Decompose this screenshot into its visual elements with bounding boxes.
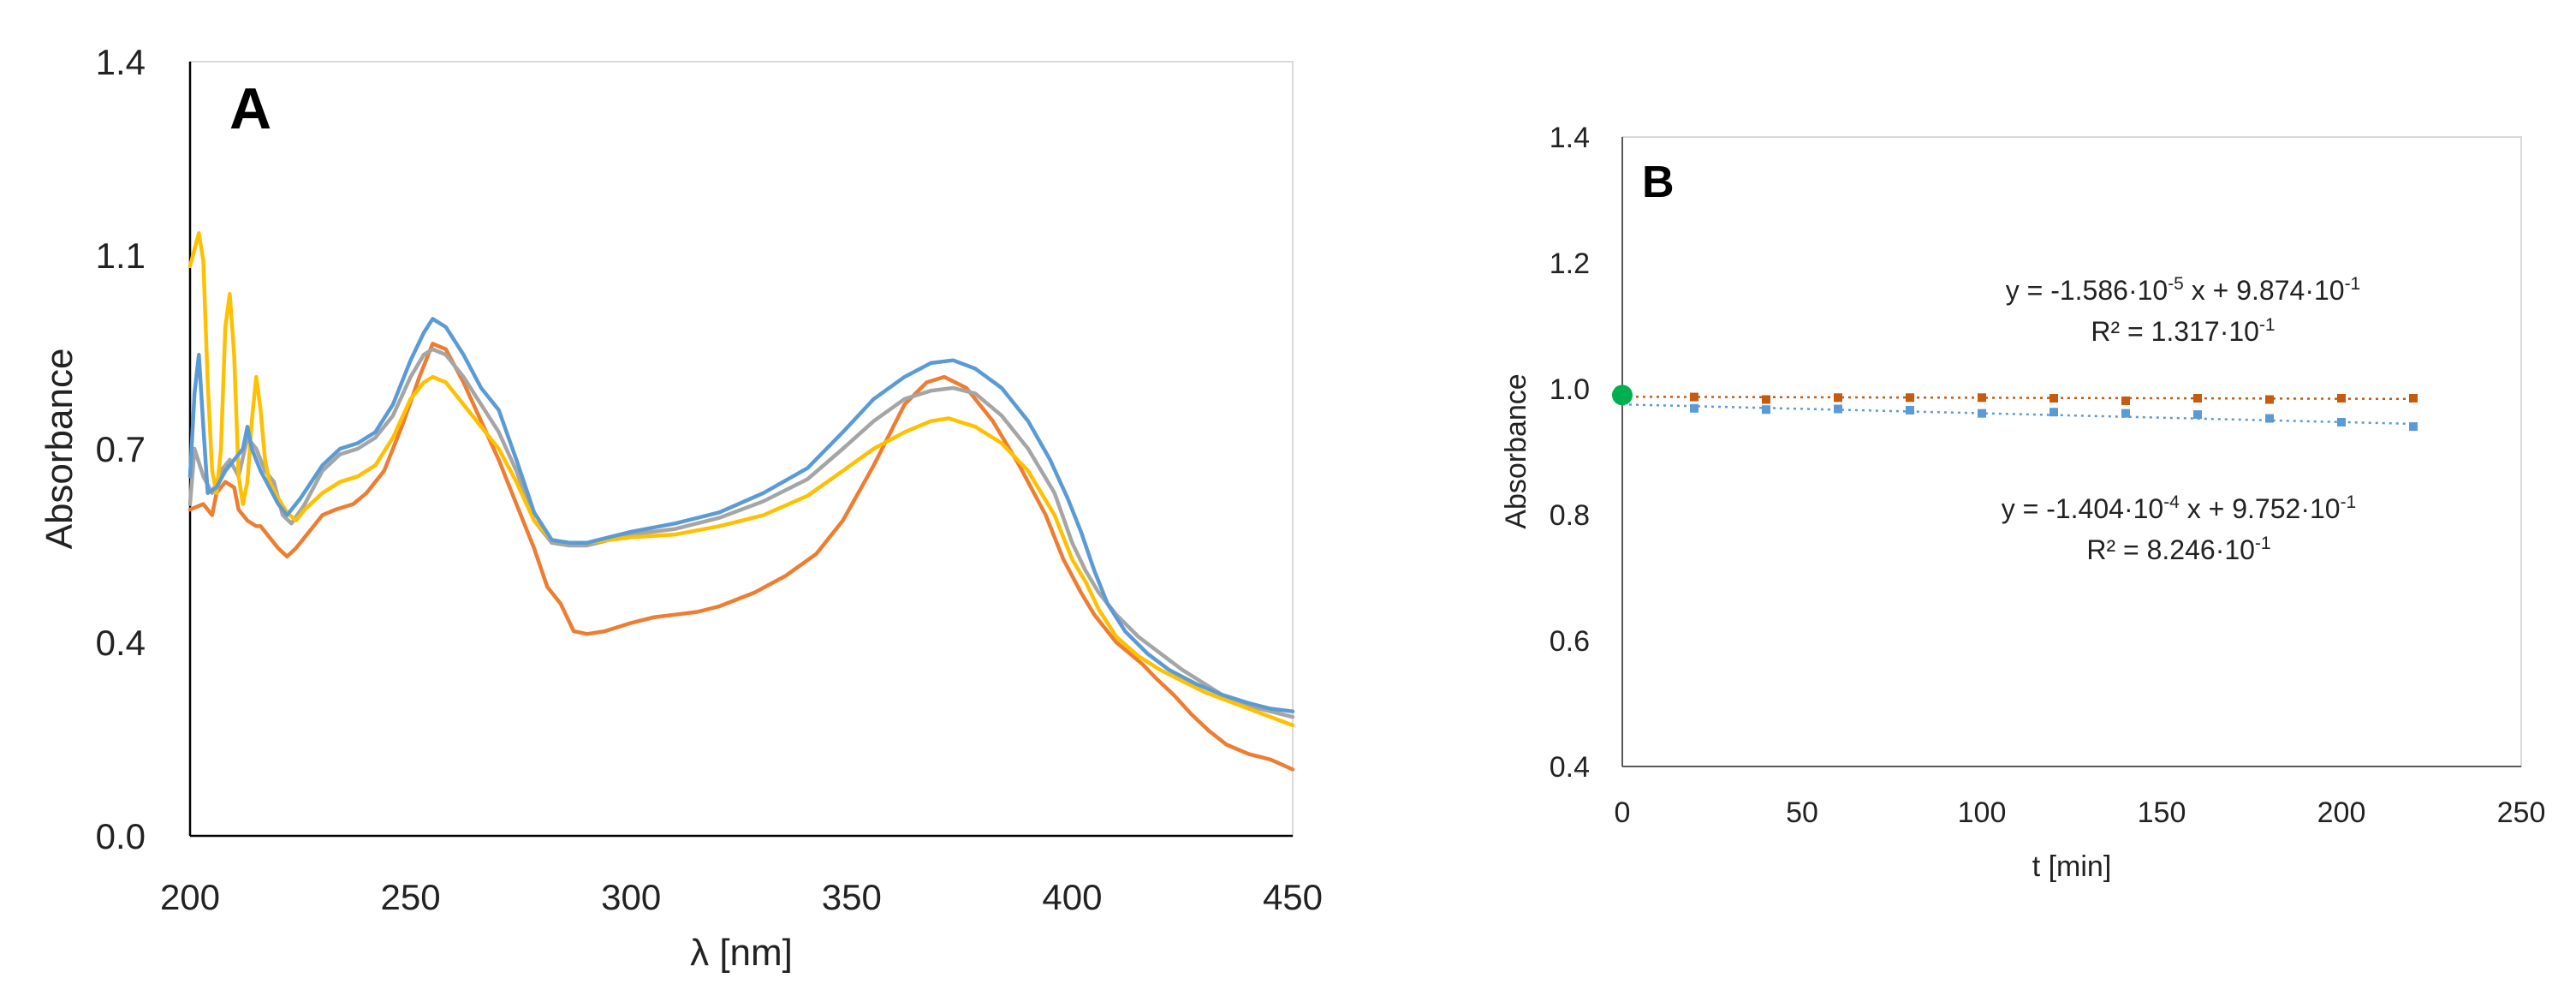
orange-eq-exponent: -1 xyxy=(2345,274,2361,294)
blue-trend-r2: R² = 8.246·10-1 xyxy=(2086,534,2270,565)
data-point-blue xyxy=(1906,405,1914,415)
data-point-orange xyxy=(1690,392,1698,402)
orange-eq-part: x + 9.874·10 xyxy=(2184,275,2345,306)
panel-a-y-tick-label: 1.4 xyxy=(96,42,146,82)
panel-b-x-axis-title: t [min] xyxy=(2032,850,2112,883)
data-point-blue xyxy=(2337,417,2346,426)
panel-b-series-group xyxy=(1612,385,2418,432)
panel-a-y-tick-label: 0.4 xyxy=(96,623,146,663)
orange-r2-part: R² = 1.317·10 xyxy=(2091,316,2259,347)
panel-a-x-tick-label: 400 xyxy=(1042,877,1102,917)
panel-b-x-tick-label: 100 xyxy=(1958,796,2007,829)
panel-a-x-tick-label: 250 xyxy=(381,877,441,917)
panel-b-chart: B 0.4 0.6 0.8 1.0 1.2 1.4 0 50 100 150 2… xyxy=(1500,122,2545,883)
blue-trend-equation: y = -1.404·10-4 x + 9.752·10-1 xyxy=(2002,492,2357,524)
trendline-blue xyxy=(1621,403,2414,426)
panel-a-x-tick-label: 450 xyxy=(1263,877,1323,917)
panel-a-y-tick-label: 0.7 xyxy=(96,429,146,469)
orange-eq-part: y = -1.586·10 xyxy=(2006,275,2168,306)
panel-b-x-tick-label: 200 xyxy=(2317,796,2366,829)
orange-r2-exponent: -1 xyxy=(2259,315,2276,335)
data-point-initial xyxy=(1612,385,1633,406)
data-point-orange xyxy=(1762,395,1770,404)
blue-r2-exponent: -1 xyxy=(2255,534,2271,553)
panel-a-series-group xyxy=(187,230,1295,772)
panel-a-plot-area xyxy=(189,61,1294,837)
data-point-orange xyxy=(1906,393,1914,403)
panel-b-y-tick-label: 1.2 xyxy=(1550,248,1590,280)
data-point-orange xyxy=(2121,396,2130,405)
panel-b-y-tick-label: 0.8 xyxy=(1550,499,1590,532)
panel-a-x-tick-label: 350 xyxy=(822,877,882,917)
data-point-orange xyxy=(2049,394,2058,403)
panel-b-x-tick-label: 250 xyxy=(2497,796,2546,829)
data-point-orange xyxy=(2193,394,2202,403)
panel-b-y-tick-label: 1.4 xyxy=(1550,122,1590,154)
data-point-blue xyxy=(2409,422,2418,432)
panel-a-x-tick-label: 300 xyxy=(601,877,661,917)
panel-a-x-tick-label: 200 xyxy=(160,877,220,917)
data-point-orange xyxy=(2337,394,2346,403)
blue-eq-exponent: -4 xyxy=(2163,492,2180,512)
panel-b-y-tick-label: 1.0 xyxy=(1550,373,1590,406)
panel-b-plot-area xyxy=(1621,136,2522,767)
panel-a-y-tick-label: 0.0 xyxy=(96,816,146,856)
panel-b-x-tick-label: 50 xyxy=(1786,796,1818,829)
panel-b-y-tick-label: 0.6 xyxy=(1550,625,1590,658)
panel-b-y-axis-title: Absorbance xyxy=(1500,373,1532,528)
data-point-blue xyxy=(1690,403,1698,413)
blue-r2-part: R² = 8.246·10 xyxy=(2086,534,2255,565)
data-point-blue xyxy=(1834,404,1842,414)
orange-eq-exponent: -5 xyxy=(2168,274,2184,294)
data-point-blue xyxy=(2193,410,2202,420)
orange-trend-equation: y = -1.586·10-5 x + 9.874·10-1 xyxy=(2006,274,2361,306)
panel-b-label: B xyxy=(1642,158,1675,207)
data-point-blue xyxy=(2049,408,2058,417)
panel-a-x-tick-labels: 200 250 300 350 400 450 xyxy=(160,877,1323,917)
data-point-orange xyxy=(2265,395,2274,404)
panel-a-chart: A 0.0 0.4 0.7 1.1 1.4 200 250 300 350 40… xyxy=(39,42,1323,974)
data-point-blue xyxy=(1978,409,1986,418)
panel-b-y-tick-label: 0.4 xyxy=(1550,751,1590,784)
panel-a-y-tick-labels: 0.0 0.4 0.7 1.1 1.4 xyxy=(96,42,146,856)
data-point-blue xyxy=(1762,405,1770,415)
orange-trend-r2: R² = 1.317·10-1 xyxy=(2091,315,2275,347)
series-line-blue xyxy=(187,317,1295,713)
panel-a-y-tick-label: 1.1 xyxy=(96,236,146,276)
data-point-blue xyxy=(2265,414,2274,423)
data-point-orange xyxy=(1834,393,1842,403)
blue-eq-part: x + 9.752·10 xyxy=(2180,493,2341,524)
blue-eq-part: y = -1.404·10 xyxy=(2002,493,2163,524)
series-line-orange xyxy=(187,342,1295,772)
panel-b-y-tick-labels: 0.4 0.6 0.8 1.0 1.2 1.4 xyxy=(1550,122,1590,784)
panel-b-x-tick-label: 150 xyxy=(2138,796,2186,829)
panel-a-x-axis-title: λ [nm] xyxy=(690,932,793,974)
data-point-orange xyxy=(1978,393,1986,403)
blue-eq-exponent: -1 xyxy=(2341,492,2357,512)
panel-b-x-tick-labels: 0 50 100 150 200 250 xyxy=(1615,796,2546,829)
series-line-yellow xyxy=(187,230,1295,728)
data-point-blue xyxy=(2121,409,2130,418)
data-point-orange xyxy=(2409,394,2418,403)
panel-a-y-axis-title: Absorbance xyxy=(39,349,80,550)
trendline-orange xyxy=(1621,396,2414,401)
panel-a-label: A xyxy=(229,76,271,141)
panel-b-x-tick-label: 0 xyxy=(1615,796,1631,829)
